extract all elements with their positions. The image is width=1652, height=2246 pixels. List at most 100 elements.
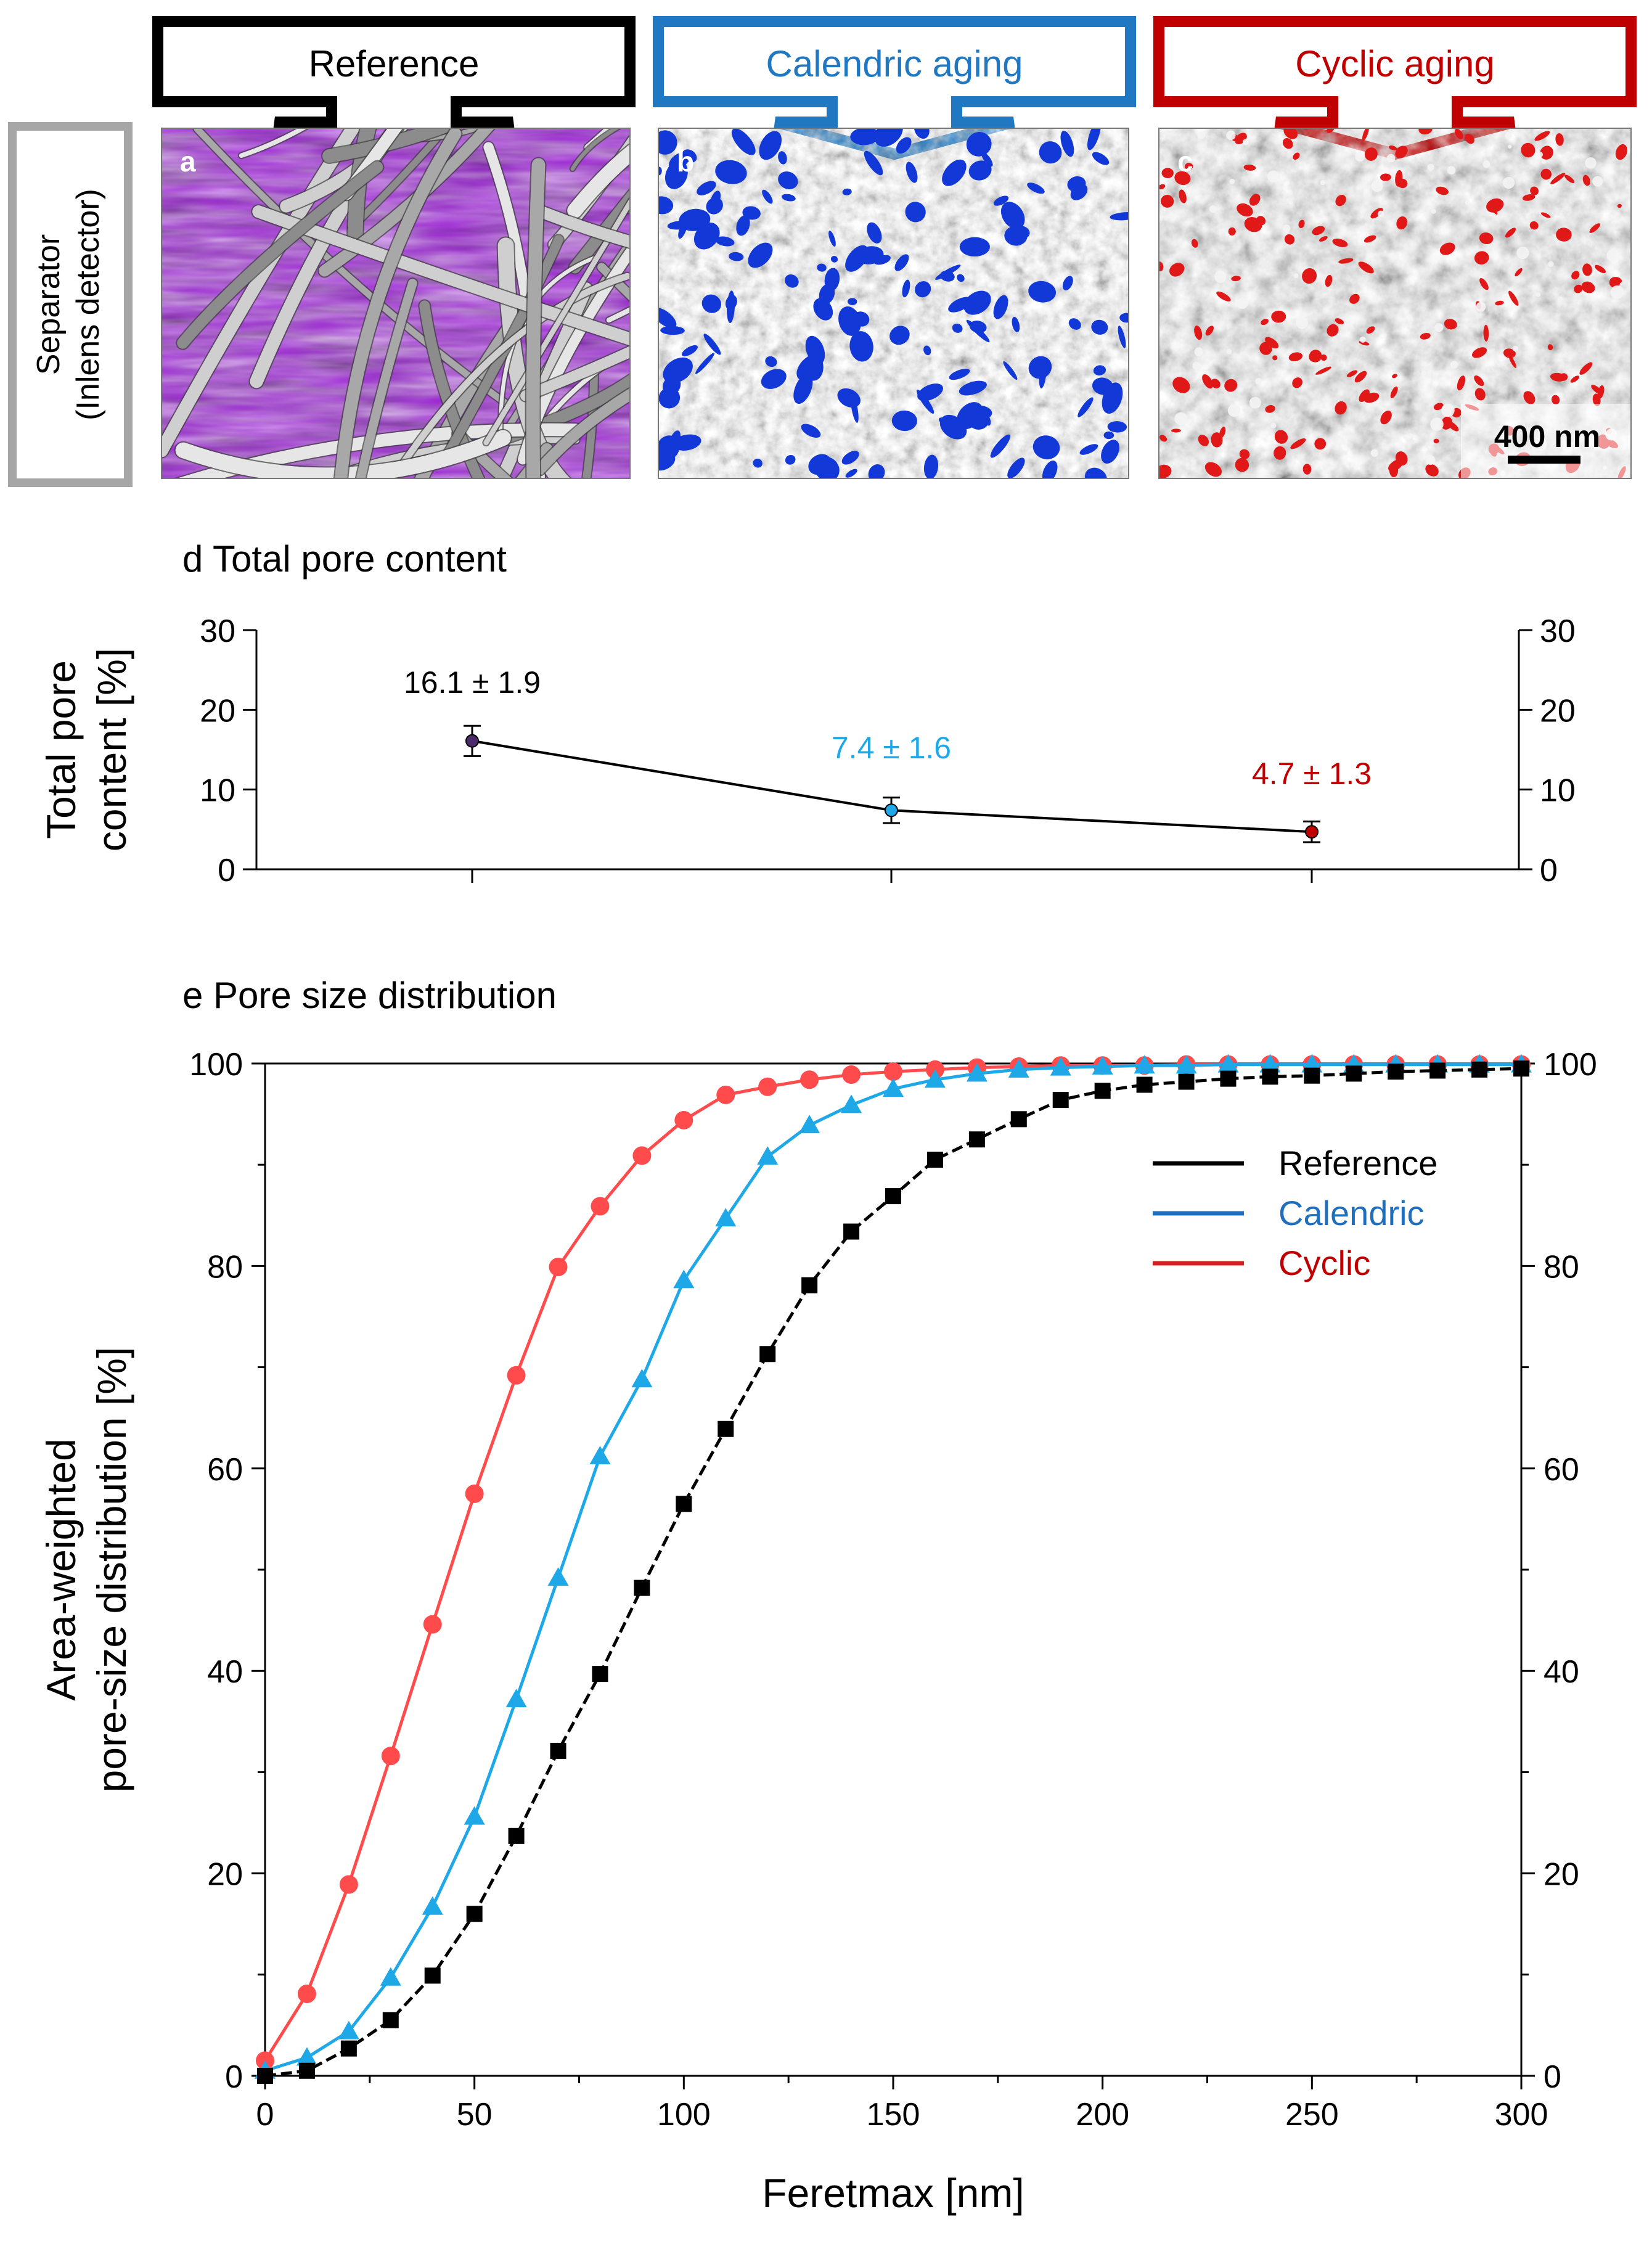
series-point-reference bbox=[1052, 1092, 1069, 1109]
chart-e-ytick-left: 80 bbox=[207, 1249, 243, 1285]
legend-label-calendric: Calendric bbox=[1278, 1194, 1425, 1232]
series-point-reference bbox=[1346, 1065, 1362, 1082]
chart-e-ytick-right: 100 bbox=[1544, 1047, 1597, 1083]
series-point-calendric bbox=[841, 1094, 862, 1113]
chart-d-ytick-left: 10 bbox=[200, 773, 235, 809]
series-point-reference bbox=[718, 1420, 734, 1437]
chart-e-ylabel-line2: pore-size distribution [%] bbox=[89, 1347, 134, 1793]
header-cyclic-aging: Cyclic aging bbox=[1153, 16, 1637, 160]
chart-d-ytick-left: 20 bbox=[200, 693, 235, 729]
series-point-cyclic bbox=[842, 1065, 861, 1084]
series-point-cyclic bbox=[591, 1197, 610, 1216]
series-point-reference bbox=[843, 1223, 860, 1240]
series-point-calendric bbox=[380, 1967, 401, 1986]
chart-d-ytick-right: 0 bbox=[1540, 853, 1558, 888]
series-point-calendric bbox=[296, 2047, 317, 2066]
series-point-calendric bbox=[547, 1567, 569, 1586]
series-point-reference bbox=[466, 1906, 483, 1922]
chart-d-ytick-right: 30 bbox=[1540, 613, 1576, 649]
chart-e-xtick: 200 bbox=[1076, 2097, 1129, 2133]
series-point-calendric bbox=[715, 1208, 737, 1227]
series-point-reference bbox=[298, 2062, 315, 2079]
series-point-reference bbox=[801, 1277, 818, 1293]
legend-label-reference: Reference bbox=[1278, 1144, 1437, 1182]
series-point-reference bbox=[926, 1151, 943, 1168]
micrograph-reference bbox=[162, 128, 630, 478]
series-point-cyclic bbox=[674, 1110, 693, 1129]
series-point-cyclic bbox=[758, 1077, 777, 1096]
micrograph-letter-a: a bbox=[180, 145, 196, 178]
header-reference: Reference bbox=[152, 16, 636, 160]
series-point-calendric bbox=[924, 1069, 946, 1088]
chart-e-ytick-left: 40 bbox=[207, 1654, 243, 1690]
chart-d-title: d Total pore content bbox=[182, 538, 507, 580]
chart-e-xtick: 250 bbox=[1285, 2097, 1339, 2133]
series-point-cyclic bbox=[884, 1062, 902, 1081]
chart-e-ytick-right: 40 bbox=[1544, 1654, 1579, 1690]
chart-d-data-label: 4.7 ± 1.3 bbox=[1252, 756, 1372, 791]
chart-e-ytick-right: 20 bbox=[1544, 1857, 1579, 1893]
series-point-reference bbox=[382, 2012, 399, 2028]
chart-e-ytick-left: 0 bbox=[225, 2059, 243, 2095]
series-point-reference bbox=[1429, 1062, 1446, 1079]
chart-total-pore-content: d Total pore content 0 0 10 10 20 20 30 30 Total… bbox=[38, 538, 1576, 888]
series-point-reference bbox=[1178, 1073, 1195, 1090]
micrograph-letter-c: c bbox=[1177, 145, 1193, 178]
series-point-reference bbox=[676, 1496, 692, 1512]
series-point-cyclic bbox=[381, 1747, 400, 1766]
chart-d-point bbox=[885, 803, 898, 818]
series-point-calendric bbox=[1050, 1057, 1071, 1076]
header-calendric-aging-label: Calendric aging bbox=[766, 43, 1023, 84]
series-point-calendric bbox=[799, 1115, 820, 1134]
series-point-reference bbox=[424, 1967, 441, 1984]
row-label-line2: (Inlens detector) bbox=[70, 189, 106, 420]
chart-e-xtick: 0 bbox=[256, 2097, 274, 2133]
series-point-calendric bbox=[883, 1078, 904, 1097]
chart-d-ylabel-line2: content [%] bbox=[89, 648, 134, 851]
series-point-cyclic bbox=[549, 1258, 568, 1277]
legend-label-cyclic: Cyclic bbox=[1278, 1244, 1370, 1282]
series-point-reference bbox=[1388, 1064, 1404, 1080]
series-point-calendric bbox=[1259, 1054, 1281, 1073]
series-point-cyclic bbox=[465, 1484, 484, 1503]
series-point-calendric bbox=[631, 1369, 653, 1388]
series-point-calendric bbox=[1217, 1054, 1239, 1073]
chart-e-ytick-right: 60 bbox=[1544, 1452, 1579, 1488]
chart-d-point bbox=[465, 734, 479, 748]
chart-e-xtick: 300 bbox=[1495, 2097, 1548, 2133]
series-point-cyclic bbox=[632, 1146, 652, 1165]
series-point-cyclic bbox=[297, 1984, 316, 2003]
series-point-calendric bbox=[966, 1063, 988, 1082]
chart-d-data-label: 16.1 ± 1.9 bbox=[404, 665, 541, 700]
series-point-reference bbox=[340, 2040, 357, 2057]
series-point-calendric bbox=[757, 1146, 779, 1165]
series-point-calendric bbox=[589, 1446, 611, 1465]
scale-bar-label: 400 nm bbox=[1494, 419, 1600, 454]
series-point-cyclic bbox=[339, 1875, 358, 1894]
series-point-reference bbox=[1262, 1068, 1278, 1085]
series-point-calendric bbox=[1008, 1059, 1029, 1078]
series-point-calendric bbox=[338, 2020, 359, 2039]
series-point-reference bbox=[1513, 1060, 1529, 1077]
header-reference-label: Reference bbox=[309, 43, 480, 84]
series-point-reference bbox=[592, 1666, 608, 1682]
series-point-reference bbox=[508, 1827, 525, 1844]
chart-d-ytick-right: 10 bbox=[1540, 773, 1576, 809]
series-point-reference bbox=[634, 1580, 650, 1596]
series-point-cyclic bbox=[423, 1615, 442, 1634]
chart-e-xlabel: Feretmax [nm] bbox=[762, 2170, 1024, 2216]
chart-e-xtick: 50 bbox=[457, 2097, 493, 2133]
series-point-cyclic bbox=[507, 1366, 526, 1385]
legend: Reference Calendric Cyclic bbox=[1153, 1144, 1437, 1282]
series-point-reference bbox=[1094, 1083, 1111, 1099]
chart-d-ytick-right: 20 bbox=[1540, 693, 1576, 729]
series-point-calendric bbox=[1092, 1055, 1113, 1075]
chart-e-ytick-left: 100 bbox=[189, 1047, 243, 1083]
chart-e-ytick-left: 60 bbox=[207, 1452, 243, 1488]
series-point-calendric bbox=[673, 1269, 695, 1289]
chart-d-point bbox=[1305, 825, 1319, 839]
series-point-reference bbox=[1304, 1067, 1320, 1084]
chart-d-ylabel-line1: Total pore bbox=[38, 660, 84, 839]
series-point-reference bbox=[1010, 1111, 1027, 1128]
